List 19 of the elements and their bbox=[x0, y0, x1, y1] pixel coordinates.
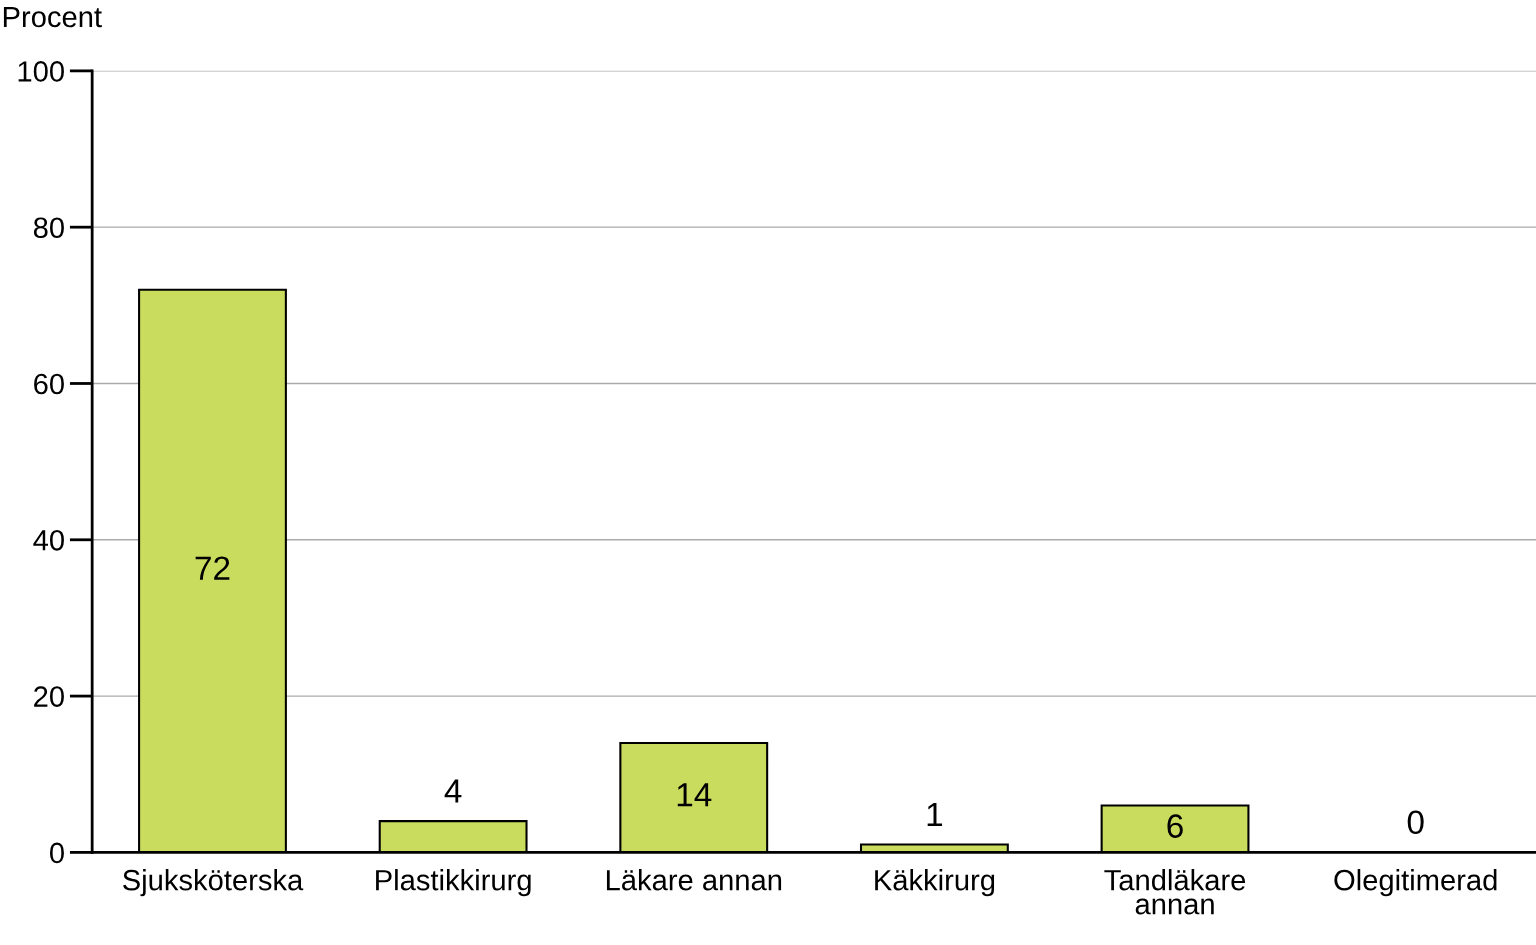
data-label: 6 bbox=[1167, 814, 1183, 838]
y-tick-label: 0 bbox=[50, 842, 64, 864]
y-tick-label: 80 bbox=[33, 217, 64, 239]
data-label: 4 bbox=[444, 779, 462, 803]
data-label: 14 bbox=[677, 783, 712, 807]
y-axis-title: Procent bbox=[3, 6, 102, 28]
data-label: 72 bbox=[195, 556, 230, 580]
data-label: 1 bbox=[927, 803, 943, 826]
y-tick-label: 40 bbox=[33, 529, 64, 551]
x-tick-label: Olegitimerad bbox=[1334, 869, 1497, 897]
x-tick-label: Plastikkirurg bbox=[376, 869, 531, 897]
x-tick-label: Läkare annan bbox=[606, 869, 782, 891]
data-label: 0 bbox=[1407, 810, 1424, 835]
y-tick-label: 20 bbox=[34, 686, 64, 707]
y-tick-label: 60 bbox=[34, 373, 64, 395]
x-tick-label: Sjuksköterska bbox=[123, 869, 304, 897]
x-tick-label: Tandläkare annan bbox=[1104, 869, 1246, 915]
y-tick-label: 100 bbox=[18, 61, 64, 82]
x-tick-label: Käkkirurg bbox=[875, 869, 995, 897]
